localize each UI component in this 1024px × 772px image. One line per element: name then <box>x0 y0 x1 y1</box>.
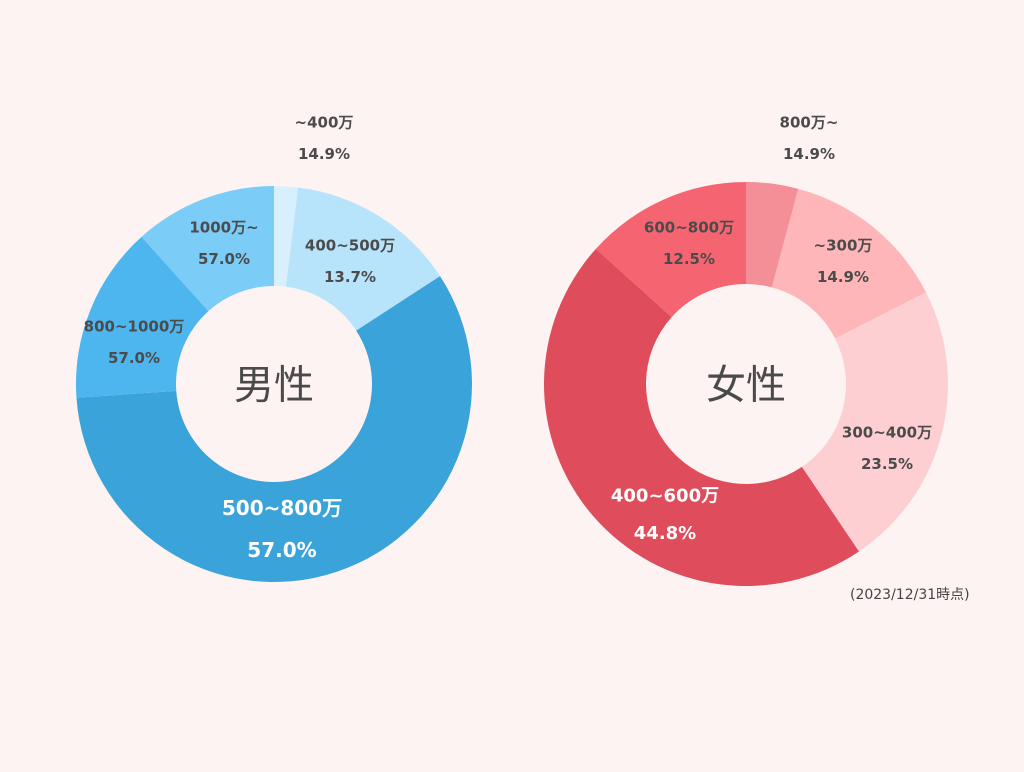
donut-slice <box>543 248 859 586</box>
male-donut: 男性 ~400万 14.9% 400~500万 13.7% 500~800万 57.0% 80… <box>76 113 473 582</box>
slice-percent-label: 44.8% <box>634 523 696 544</box>
donut-slice <box>595 182 746 318</box>
slice-percent-label: 12.5% <box>663 250 715 268</box>
donut-slice <box>76 276 473 582</box>
slice-label: 300~400万 <box>842 423 932 441</box>
slice-label: 400~600万 <box>611 485 719 506</box>
slice-percent-label: 57.0% <box>247 538 316 562</box>
slice-percent-label: 14.9% <box>298 145 350 163</box>
donut-slice <box>141 186 274 312</box>
slice-percent-label: 13.7% <box>324 268 376 286</box>
donut-slice <box>771 188 926 339</box>
date-note: (2023/12/31時点) <box>850 587 970 603</box>
slice-percent-label: 57.0% <box>108 349 160 367</box>
center-label: 男性 <box>234 362 314 408</box>
slice-percent-label: 57.0% <box>198 250 250 268</box>
donut-slice <box>274 186 299 287</box>
donut-slice <box>746 182 799 288</box>
female-donut: 女性 800万~ 14.9% ~300万 14.9% 300~400万 23.5% 400~6… <box>543 113 948 586</box>
slice-label: 400~500万 <box>305 236 395 254</box>
slice-label: 500~800万 <box>222 496 342 520</box>
donut-slice <box>285 187 441 331</box>
slice-label: ~400万 <box>295 113 354 131</box>
slice-percent-label: 14.9% <box>817 268 869 286</box>
slice-label: 800~1000万 <box>84 317 185 335</box>
center-label: 女性 <box>706 362 786 408</box>
slice-label: 800万~ <box>780 113 839 131</box>
donut-slice <box>801 292 948 552</box>
donut-slice <box>76 236 209 398</box>
slice-label: 1000万~ <box>189 218 258 236</box>
slice-percent-label: 23.5% <box>861 455 913 473</box>
slice-percent-label: 14.9% <box>783 145 835 163</box>
slice-label: 600~800万 <box>644 218 734 236</box>
slice-label: ~300万 <box>814 236 873 254</box>
